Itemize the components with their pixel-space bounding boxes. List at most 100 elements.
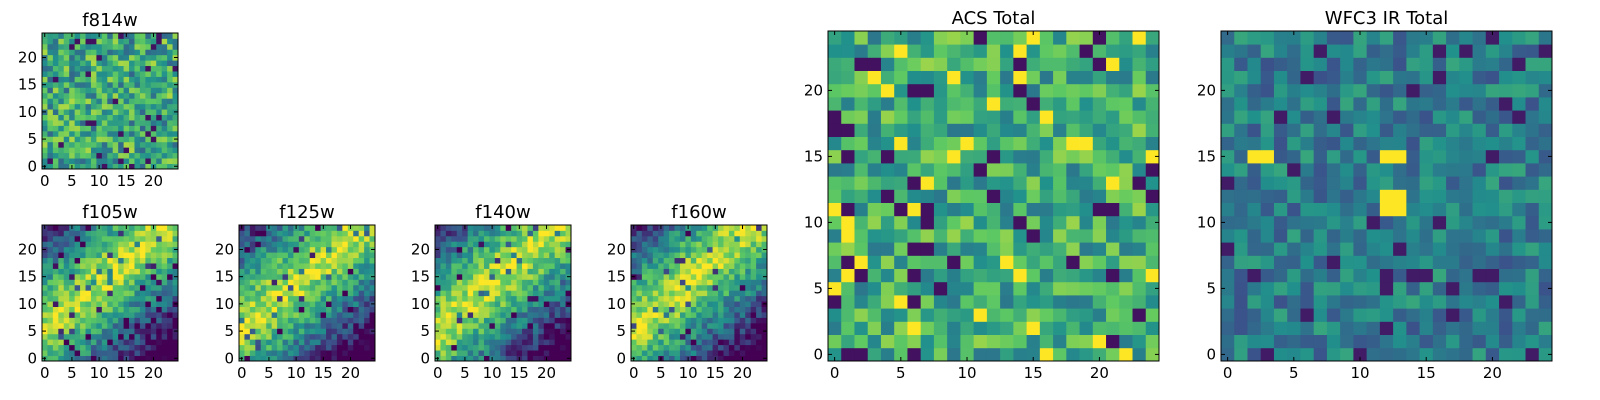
heatmap-cell [1260,44,1275,58]
heatmap-cell [342,322,349,329]
heatmap-cell [854,31,869,45]
heatmap-cell [298,284,305,291]
heatmap-cell [1145,83,1160,98]
heatmap-cell [973,321,988,335]
heatmap-cell [320,328,327,335]
heatmap-cell [679,328,686,335]
heatmap-cell [554,257,561,264]
heatmap-cell [161,225,168,231]
heatmap-cell [511,284,517,291]
heatmap-cell [674,306,681,313]
heatmap-cell [516,328,523,335]
heatmap-cell [331,252,338,259]
heatmap-cell [894,202,908,217]
heatmap-cell [1260,229,1275,243]
heatmap-cell [145,92,152,99]
heatmap-cell [1459,308,1473,322]
heatmap-cell [1512,334,1526,349]
heatmap-cell [347,317,354,324]
heatmap-cell [293,252,300,259]
heatmap-cell [500,230,507,237]
heatmap-cell [478,306,485,313]
heatmap-cell [298,328,305,335]
heatmap-cell [1432,123,1447,137]
heatmap-cell [129,257,135,264]
heatmap-cell [347,312,354,318]
heatmap-cell [249,306,256,313]
heatmap-cell [828,123,842,137]
heatmap-cell [1446,149,1460,164]
heatmap-cell [1366,347,1381,362]
heatmap-cell [42,60,48,67]
heatmap-cell [1512,242,1526,256]
heatmap-cell [701,284,708,291]
heatmap-cell [139,130,146,137]
heatmap-cell [271,230,278,237]
heatmap-cell [1432,255,1447,269]
heatmap-cell [1039,229,1054,243]
heatmap-cell [1406,281,1420,296]
heatmap-cell [1340,70,1354,85]
heatmap-cell [1393,149,1407,164]
heatmap-cell [58,273,65,280]
heatmap-cell [90,158,97,164]
heatmap-cell [69,98,76,105]
heatmap-cell [494,290,501,297]
heatmap-cell [1287,229,1301,243]
heatmap-cell [52,71,59,77]
heatmap-cell [543,322,550,329]
panel-title: f140w [475,202,530,223]
heatmap-cell [101,290,108,297]
heatmap-cell [1353,83,1368,98]
heatmap-cell [505,312,512,318]
heatmap-cell [107,350,114,356]
heatmap-cell [674,290,681,297]
heatmap-cell [320,235,327,242]
heatmap-cell [652,322,659,329]
heatmap-cell [1079,176,1094,190]
heatmap-cell [52,355,59,362]
heatmap-cell [74,246,81,253]
heatmap-cell [1353,242,1368,256]
heatmap-cell [745,284,752,291]
heatmap-cell [172,322,179,329]
heatmap-cell [669,257,675,264]
heatmap-cell [933,149,948,164]
heatmap-cell [841,189,855,203]
heatmap-cell [1106,110,1120,124]
heatmap-cell [161,273,168,280]
heatmap-cell [123,350,130,356]
x-tick-label: 10 [1350,364,1369,382]
heatmap-cell [150,43,157,50]
heatmap-cell [679,306,686,313]
heatmap-cell [74,295,81,302]
heatmap-cell [342,339,349,346]
heatmap-cell [80,33,86,39]
heatmap-cell [1026,83,1041,98]
heatmap-cell [1366,163,1381,177]
heatmap-cell [494,225,501,231]
heatmap-cell [1247,83,1262,98]
heatmap-cell [336,322,343,329]
heatmap-cell [467,290,474,297]
heatmap-cell [652,350,659,356]
heatmap-cell [80,317,86,324]
heatmap-cell [532,339,539,346]
heatmap-cell [1326,136,1341,151]
heatmap-cell [42,317,48,324]
heatmap-cell [255,273,262,280]
heatmap-cell [973,70,988,85]
heatmap-cell [828,229,842,243]
heatmap-cell [107,147,114,154]
heatmap-cell [1432,229,1447,243]
heatmap-cell [960,163,975,177]
heatmap-cell [1406,202,1420,217]
heatmap-cell [74,98,81,105]
heatmap-cell [107,38,114,45]
heatmap-cell [828,149,842,164]
heatmap-cell [1106,44,1120,58]
heatmap-cell [244,246,251,253]
heatmap-cell [1026,229,1041,243]
heatmap-cell [1525,308,1540,322]
heatmap-cell [1446,281,1460,296]
